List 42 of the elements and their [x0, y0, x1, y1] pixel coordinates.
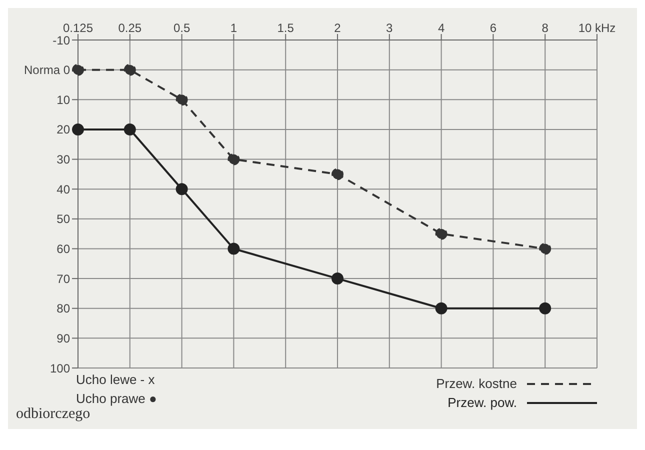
- y-tick-label: 30: [56, 152, 70, 167]
- text: odbiorczego: [16, 406, 90, 422]
- text: Ucho prawe ●: [76, 391, 157, 406]
- x-tick-label: 0.25: [118, 21, 142, 35]
- text: Przew. pow.: [448, 395, 517, 410]
- x-tick-label: 10 kHz: [578, 21, 616, 35]
- y-tick-label: 60: [56, 242, 70, 256]
- x-tick-label: 1.5: [277, 21, 294, 35]
- x-tick-label: 2: [334, 21, 342, 35]
- y-tick-label: -10: [52, 33, 70, 48]
- point: [124, 64, 136, 76]
- x-tick-label: 1: [230, 21, 238, 35]
- point: [72, 64, 84, 76]
- y-tick-label: 10: [56, 92, 70, 107]
- point: [435, 302, 448, 314]
- point: [228, 153, 240, 166]
- x-tick-label: 8: [542, 21, 549, 35]
- point: [332, 168, 344, 180]
- point: [176, 94, 188, 106]
- text: Ucho lewe - x: [76, 372, 155, 387]
- x-tick-label: 3: [386, 21, 394, 35]
- y-tick-label: 70: [56, 272, 70, 286]
- point: [176, 183, 188, 196]
- point: [539, 242, 552, 255]
- y-tick-label: 50: [56, 212, 70, 226]
- y-tick-label: 20: [56, 122, 70, 137]
- y-tick-label: 80: [56, 302, 70, 316]
- text: Przew. kostne: [436, 376, 517, 391]
- x-tick-label: 0.125: [62, 21, 94, 35]
- point: [332, 272, 344, 285]
- point: [435, 228, 448, 240]
- point: [228, 242, 240, 255]
- y-tick-label: 90: [56, 331, 70, 346]
- y-tick-label: 100: [50, 361, 70, 376]
- y-tick-label: 40: [56, 182, 70, 196]
- x-tick-label: 0.5: [173, 21, 190, 35]
- x-tick-label: 6: [490, 21, 497, 35]
- y-tick-label: Norma 0: [24, 63, 70, 78]
- point: [72, 123, 84, 136]
- point: [124, 123, 136, 136]
- point: [539, 302, 552, 314]
- x-tick-label: 4: [438, 21, 445, 35]
